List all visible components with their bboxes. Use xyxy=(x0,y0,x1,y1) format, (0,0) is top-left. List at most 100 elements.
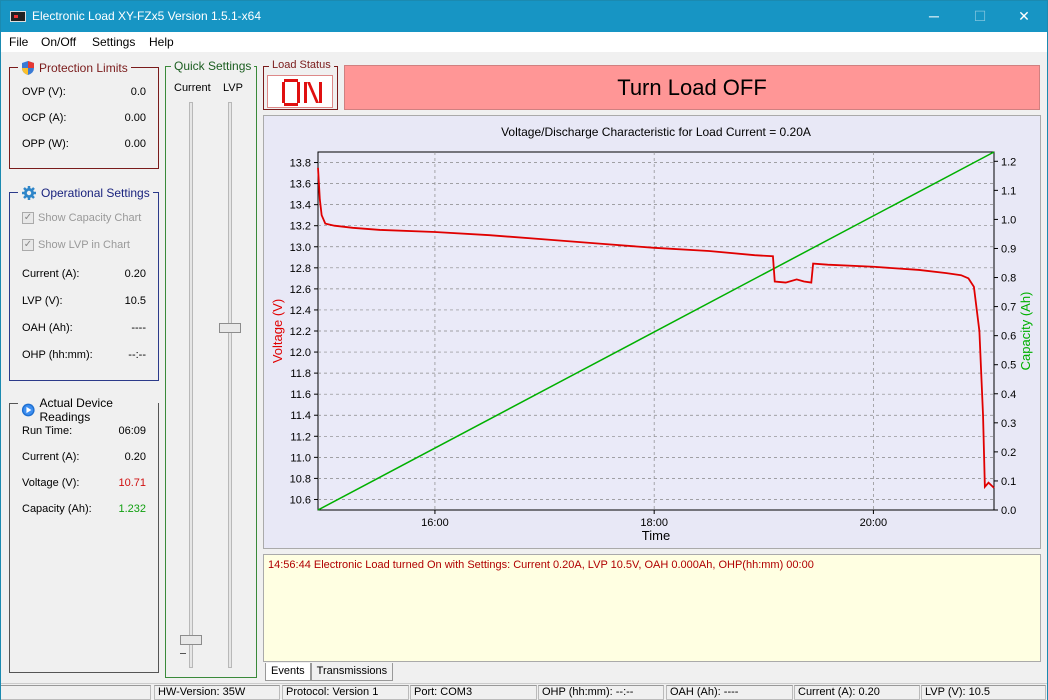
op-lvp-row: LVP (V): 10.5 xyxy=(22,295,146,307)
tab-events[interactable]: Events xyxy=(265,663,311,681)
y2-tick-label: 0.4 xyxy=(1001,389,1016,401)
quick-settings-legend: Quick Settings xyxy=(171,59,255,73)
discharge-chart: Voltage/Discharge Characteristic for Loa… xyxy=(270,125,1033,543)
status-empty xyxy=(1,685,151,700)
y-tick-label: 10.8 xyxy=(290,473,311,485)
menu-bar: File On/Off Settings Help xyxy=(1,32,1047,52)
protection-limits-group: Protection Limits OVP (V): 0.0 OCP (A): … xyxy=(9,60,159,169)
y-tick-label: 13.0 xyxy=(290,242,311,254)
menu-help[interactable]: Help xyxy=(149,35,174,49)
log-line: 14:56:44 Electronic Load turned On with … xyxy=(268,559,814,571)
quick-current-label: Current xyxy=(174,82,211,94)
current-slider-thumb[interactable] xyxy=(180,634,202,645)
capacity-series-line xyxy=(317,151,995,511)
load-status-legend: Load Status xyxy=(269,59,334,71)
reading-voltage-label: Voltage (V): xyxy=(22,477,80,489)
reading-capacity-value: 1.232 xyxy=(118,503,146,515)
y-tick-label: 12.4 xyxy=(290,305,311,317)
x-tick-label: 18:00 xyxy=(640,517,668,529)
ovp-label: OVP (V): xyxy=(22,86,66,98)
y-tick-label: 12.8 xyxy=(290,263,311,275)
runtime-row: Run Time: 06:09 xyxy=(22,425,146,437)
op-oah-row: OAH (Ah): ---- xyxy=(22,322,146,334)
status-ohp: OHP (hh:mm): --:-- xyxy=(538,685,664,700)
ocp-label: OCP (A): xyxy=(22,112,67,124)
device-readings-group: Actual Device Readings Run Time: 06:09 C… xyxy=(9,396,159,673)
x-tick-label: 16:00 xyxy=(421,517,449,529)
op-lvp-value: 10.5 xyxy=(124,295,146,307)
lvp-slider-thumb[interactable] xyxy=(219,323,241,334)
shield-icon xyxy=(22,61,34,75)
close-button[interactable]: ✕ xyxy=(1018,8,1030,24)
event-log[interactable]: 14:56:44 Electronic Load turned On with … xyxy=(263,554,1041,662)
y-tick-label: 11.8 xyxy=(290,368,311,380)
reading-voltage-row: Voltage (V): 10.71 xyxy=(22,477,146,489)
device-readings-title: Actual Device Readings xyxy=(39,396,113,424)
operational-settings-legend: Operational Settings xyxy=(18,185,153,201)
op-ohp-label: OHP (hh:mm): xyxy=(22,349,93,361)
y2-tick-label: 1.0 xyxy=(1001,214,1016,226)
y2-tick-label: 0.7 xyxy=(1001,302,1016,314)
show-capacity-label: Show Capacity Chart xyxy=(38,212,142,224)
y2-tick-label: 0.0 xyxy=(1001,505,1016,517)
reading-current-row: Current (A): 0.20 xyxy=(22,451,146,463)
y-tick-label: 11.2 xyxy=(290,431,311,443)
menu-settings[interactable]: Settings xyxy=(92,35,136,49)
y2-tick-label: 1.2 xyxy=(1001,156,1016,168)
op-oah-value: ---- xyxy=(131,322,146,334)
tab-transmissions[interactable]: Transmissions xyxy=(310,663,394,681)
checkmark-icon: ✓ xyxy=(22,212,34,224)
x-axis-label: Time xyxy=(642,528,670,543)
reading-capacity-row: Capacity (Ah): 1.232 xyxy=(22,503,146,515)
runtime-label: Run Time: xyxy=(22,425,73,437)
opp-row: OPP (W): 0.00 xyxy=(22,138,146,150)
y-axis-label: Voltage (V) xyxy=(270,299,285,363)
current-slider-tick xyxy=(180,653,186,654)
y2-tick-label: 0.9 xyxy=(1001,243,1016,255)
ovp-row: OVP (V): 0.0 xyxy=(22,86,146,98)
y2-tick-label: 0.8 xyxy=(1001,273,1016,285)
menu-onoff[interactable]: On/Off xyxy=(41,35,77,49)
reading-capacity-label: Capacity (Ah): xyxy=(22,503,92,515)
chart-panel: Voltage/Discharge Characteristic for Loa… xyxy=(263,115,1041,549)
y2-tick-label: 1.1 xyxy=(1001,185,1016,197)
op-lvp-label: LVP (V): xyxy=(22,295,63,307)
load-status-title: Load Status xyxy=(272,59,331,71)
chart-title: Voltage/Discharge Characteristic for Loa… xyxy=(501,125,811,139)
lvp-slider-track[interactable] xyxy=(228,102,232,668)
op-current-row: Current (A): 0.20 xyxy=(22,268,146,280)
turn-load-off-button[interactable]: Turn Load OFF xyxy=(344,65,1040,110)
current-slider-track[interactable] xyxy=(189,102,193,668)
protection-limits-title: Protection Limits xyxy=(39,61,128,75)
title-bar[interactable]: Electronic Load XY-FZx5 Version 1.5.1-x6… xyxy=(1,1,1047,32)
reading-voltage-value: 10.71 xyxy=(118,477,146,489)
minimize-button[interactable]: ─ xyxy=(929,8,939,24)
quick-lvp-label: LVP xyxy=(223,82,243,94)
status-current: Current (A): 0.20 xyxy=(794,685,920,700)
y2-tick-label: 0.6 xyxy=(1001,331,1016,343)
status-hw-version: HW-Version: 35W xyxy=(154,685,280,700)
op-ohp-row: OHP (hh:mm): --:-- xyxy=(22,349,146,361)
y-tick-label: 13.8 xyxy=(290,158,311,170)
window-title: Electronic Load XY-FZx5 Version 1.5.1-x6… xyxy=(32,9,262,23)
show-lvp-label: Show LVP in Chart xyxy=(38,239,130,251)
y2-tick-label: 0.2 xyxy=(1001,447,1016,459)
y-tick-label: 11.0 xyxy=(290,452,311,464)
ocp-row: OCP (A): 0.00 xyxy=(22,112,146,124)
ovp-value: 0.0 xyxy=(130,86,146,98)
menu-file[interactable]: File xyxy=(9,35,29,49)
reading-current-value: 0.20 xyxy=(124,451,146,463)
maximize-button[interactable]: ☐ xyxy=(973,8,987,24)
y-tick-label: 13.6 xyxy=(290,179,311,191)
checkmark-icon: ✓ xyxy=(22,239,34,251)
y-tick-label: 11.6 xyxy=(290,389,311,401)
load-status-group: Load Status xyxy=(263,59,338,110)
show-lvp-checkbox[interactable]: ✓ Show LVP in Chart xyxy=(22,239,130,251)
op-current-value: 0.20 xyxy=(124,268,146,280)
y-tick-label: 13.2 xyxy=(290,221,311,233)
device-readings-legend: Actual Device Readings xyxy=(18,396,158,424)
y-tick-label: 10.6 xyxy=(290,494,311,506)
op-ohp-value: --:-- xyxy=(128,349,146,361)
op-current-label: Current (A): xyxy=(22,268,80,280)
show-capacity-checkbox[interactable]: ✓ Show Capacity Chart xyxy=(22,212,141,224)
